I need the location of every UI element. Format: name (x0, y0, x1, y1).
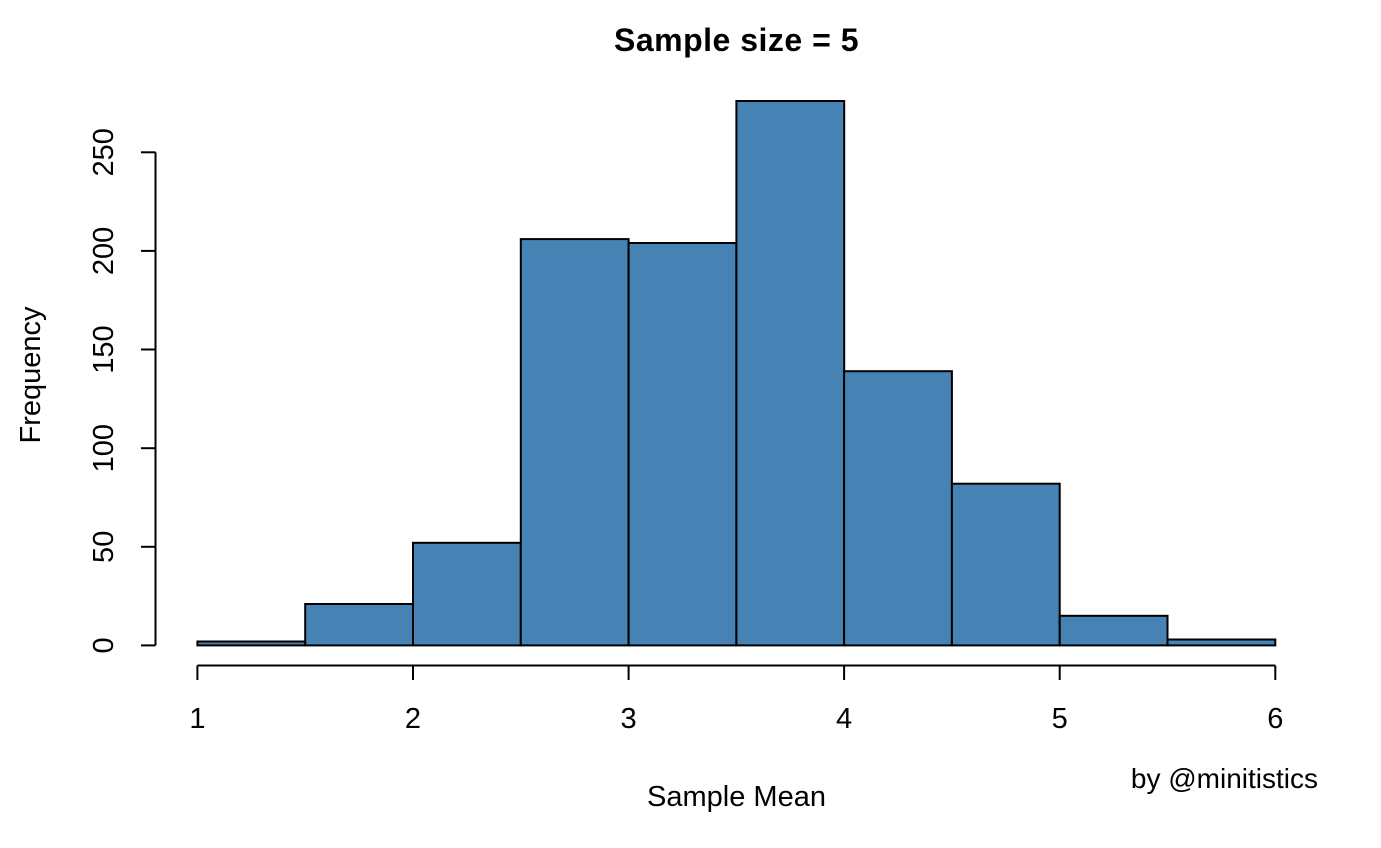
histogram-bar (627, 242, 738, 647)
x-axis-tick-label: 4 (836, 703, 852, 735)
chart-title: Sample size = 5 (614, 22, 859, 58)
y-axis-tick-label: 250 (88, 128, 120, 176)
y-axis-tick-label: 0 (88, 637, 120, 653)
histogram-bar (304, 603, 415, 647)
histogram-bar (735, 100, 846, 647)
x-axis-title: Sample Mean (647, 781, 826, 813)
x-axis-tick-label: 6 (1267, 703, 1283, 735)
y-axis-tick-label: 100 (88, 424, 120, 472)
histogram-bar (519, 238, 630, 647)
y-axis-tick-label: 150 (88, 325, 120, 373)
attribution-text: by @minitistics (1130, 763, 1318, 794)
histogram-bar (412, 541, 522, 647)
histogram-bar (950, 482, 1061, 647)
x-axis-tick-label: 1 (189, 703, 205, 735)
histogram-bar (196, 640, 307, 647)
y-axis-tick-label: 200 (88, 227, 120, 275)
histogram-bar (843, 370, 953, 647)
x-axis-tick-label: 2 (405, 703, 421, 735)
y-axis-tick-label: 50 (88, 531, 120, 563)
y-axis-title: Frequency (15, 306, 47, 444)
x-axis-tick-label: 5 (1052, 703, 1068, 735)
x-axis-tick-label: 3 (621, 703, 637, 735)
histogram-bar (1166, 638, 1277, 647)
histogram-bar (1058, 614, 1169, 647)
